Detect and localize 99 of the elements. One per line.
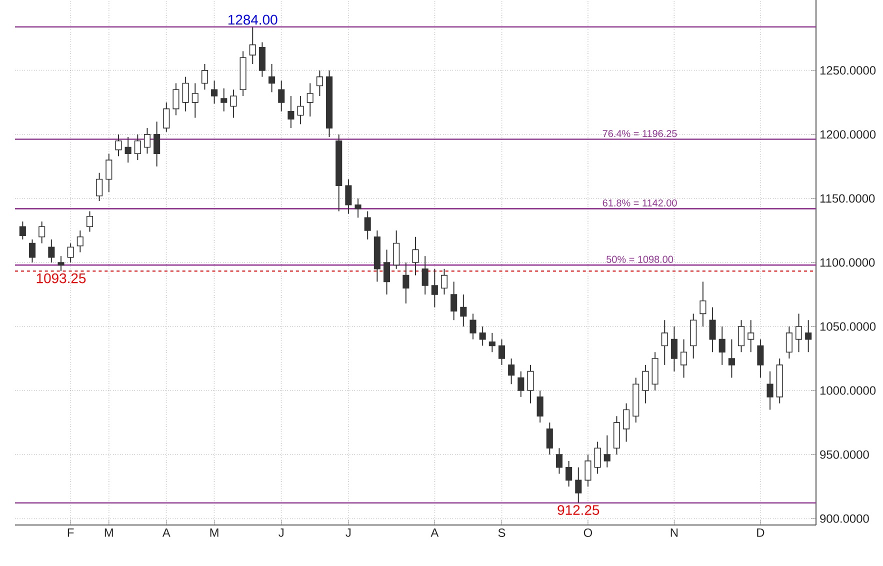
candlestick bbox=[288, 96, 294, 129]
y-tick-label: 1200.0000 bbox=[820, 130, 876, 139]
annotation: 912.25 bbox=[558, 505, 600, 515]
candlestick bbox=[584, 454, 592, 488]
candlestick bbox=[546, 422, 553, 456]
candlestick bbox=[805, 320, 812, 353]
candlestick bbox=[278, 80, 285, 112]
y-tick-label: 1150.0000 bbox=[820, 194, 875, 203]
candlestick bbox=[488, 332, 496, 353]
candlestick bbox=[402, 262, 410, 304]
candlestick bbox=[163, 102, 170, 132]
candlestick bbox=[728, 338, 735, 378]
candlestick bbox=[86, 210, 94, 232]
candlestick bbox=[192, 82, 198, 118]
candlestick bbox=[575, 466, 582, 504]
candlestick bbox=[67, 242, 74, 263]
candlestick bbox=[364, 210, 371, 240]
candlestick bbox=[498, 338, 506, 366]
candlestick bbox=[594, 441, 601, 474]
candlestick bbox=[28, 238, 36, 263]
candlestick bbox=[766, 370, 774, 410]
candlestick bbox=[508, 358, 515, 385]
candlestick bbox=[201, 64, 208, 90]
y-tick-label: 1050.0000 bbox=[820, 322, 876, 331]
x-tick-label: J bbox=[278, 528, 284, 537]
x-tick-label: S bbox=[498, 528, 506, 537]
candlestick bbox=[115, 134, 122, 157]
annotation: 1284.00 bbox=[228, 14, 278, 25]
candlestick bbox=[556, 448, 563, 474]
candlestick bbox=[661, 320, 668, 366]
y-tick-label: 1000.0000 bbox=[820, 386, 876, 395]
candlestick bbox=[795, 313, 802, 353]
x-tick-label: A bbox=[162, 528, 170, 537]
candlestick bbox=[460, 294, 467, 328]
x-tick-label: D bbox=[757, 528, 764, 537]
y-tick-label: 900.0000 bbox=[820, 514, 869, 523]
candlestick bbox=[345, 178, 352, 214]
candlestick bbox=[786, 326, 792, 360]
candlestick bbox=[470, 313, 476, 340]
x-tick-label: A bbox=[430, 528, 439, 537]
candlestick bbox=[211, 80, 218, 104]
candlestick bbox=[38, 221, 46, 244]
x-tick-label: M bbox=[210, 528, 218, 537]
candlestick bbox=[757, 338, 764, 378]
candlestick bbox=[144, 128, 151, 154]
candlestick bbox=[19, 221, 26, 240]
ref-line-label: 76.4% = 1196.25 bbox=[602, 130, 677, 138]
candlestick bbox=[230, 89, 237, 118]
candlestick bbox=[393, 230, 400, 270]
candlestick bbox=[738, 320, 745, 353]
ref-line-label: 50% = 1098.00 bbox=[606, 256, 674, 263]
candlestick bbox=[106, 153, 112, 193]
x-tick-label: F bbox=[68, 528, 74, 537]
candlestick bbox=[297, 96, 304, 125]
candlestick bbox=[748, 320, 754, 353]
candlestick bbox=[134, 134, 141, 161]
x-tick-label: O bbox=[584, 528, 592, 537]
candlestick bbox=[718, 326, 726, 366]
candlestick bbox=[604, 434, 610, 468]
candlestick bbox=[58, 256, 64, 272]
y-tick-label: 950.0000 bbox=[820, 450, 869, 459]
candlestick bbox=[268, 64, 276, 93]
candlestick bbox=[527, 364, 534, 404]
y-tick-label: 1100.0000 bbox=[820, 258, 875, 267]
candlestick bbox=[566, 460, 572, 488]
candlestick bbox=[76, 230, 84, 253]
candlestick bbox=[306, 82, 314, 118]
x-tick-label: M bbox=[104, 528, 113, 537]
candlestick bbox=[383, 249, 390, 295]
candlestick bbox=[536, 390, 544, 424]
candlestick bbox=[412, 236, 419, 276]
x-tick-label: N bbox=[670, 528, 678, 537]
candlestick bbox=[623, 402, 630, 442]
candlestick bbox=[48, 238, 55, 263]
candlestick bbox=[124, 136, 132, 164]
annotation: 1093.25 bbox=[36, 273, 86, 284]
candlestick bbox=[642, 364, 649, 404]
candlestick bbox=[316, 70, 323, 97]
candlestick bbox=[422, 256, 428, 295]
candlestick bbox=[431, 268, 438, 308]
candlestick bbox=[709, 306, 716, 353]
candlestick bbox=[354, 198, 362, 218]
candlestick bbox=[96, 172, 103, 202]
candlestick bbox=[440, 268, 448, 295]
candlestick bbox=[258, 42, 266, 78]
x-tick-label: J bbox=[346, 528, 351, 537]
candlestick bbox=[154, 121, 160, 167]
candlestick bbox=[680, 338, 688, 378]
candlestick bbox=[518, 370, 524, 398]
candlestick bbox=[479, 326, 486, 346]
candlestick bbox=[220, 88, 228, 112]
candlestick bbox=[249, 26, 256, 65]
ref-line-label: 61.8% = 1142.00 bbox=[602, 199, 677, 207]
candlestick bbox=[182, 76, 189, 112]
candlestick bbox=[172, 82, 180, 116]
candlestick bbox=[700, 281, 706, 328]
candlestick bbox=[670, 326, 678, 372]
y-tick-label: 1250.0000 bbox=[820, 66, 876, 75]
candlestick bbox=[450, 281, 458, 321]
